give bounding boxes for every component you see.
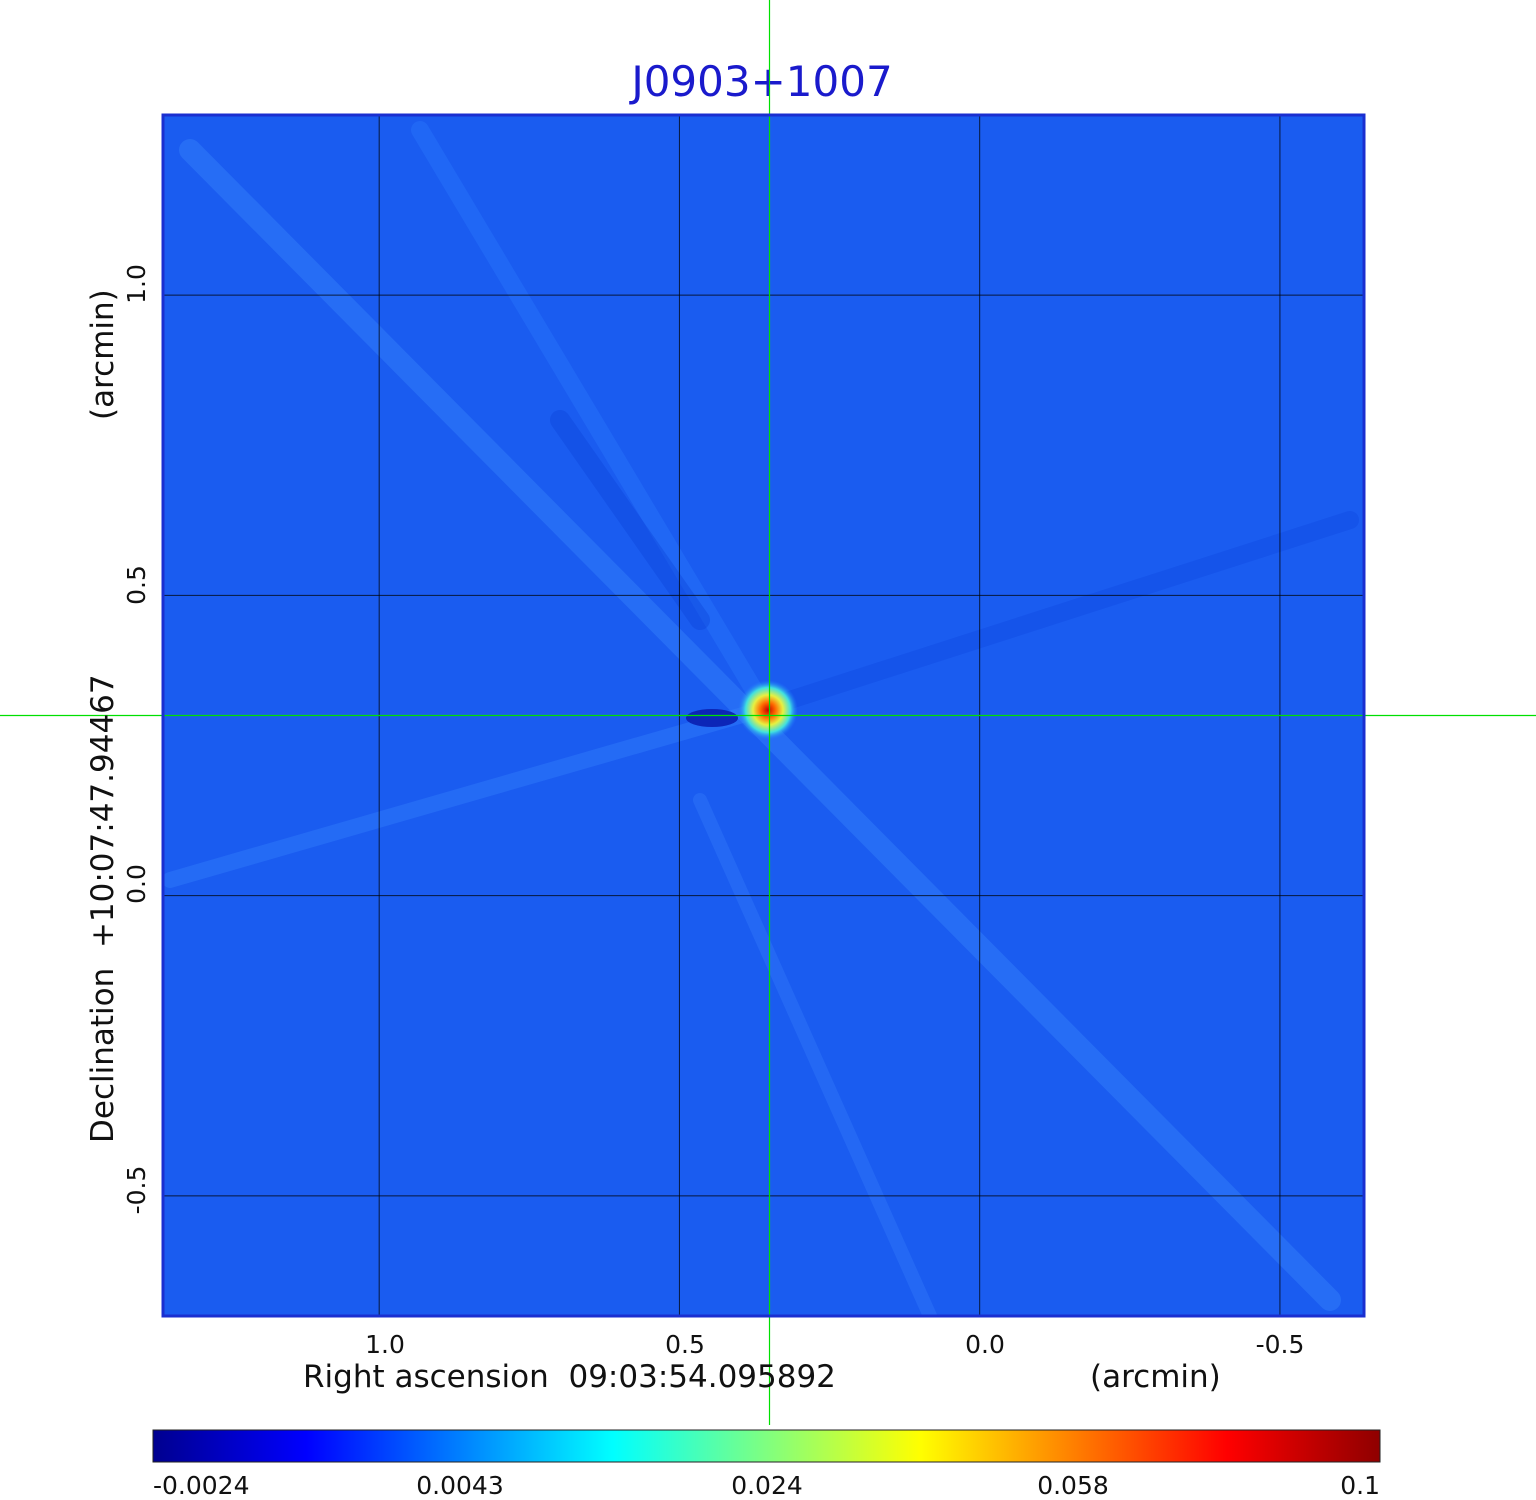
y-tick-label: 1.0	[122, 264, 151, 304]
y-tick-label: 0.5	[122, 565, 151, 605]
bright-source	[738, 680, 798, 740]
x-tick-label: -0.5	[1256, 1330, 1305, 1359]
y-tick-labels: 1.0 0.5 0.0 -0.5	[122, 264, 151, 1214]
colorbar-tick-label: -0.0024	[153, 1471, 250, 1500]
x-tick-label: 0.0	[965, 1330, 1005, 1359]
colorbar-tick-label: 0.024	[731, 1471, 803, 1500]
chart-title: J0903+1007	[628, 57, 892, 106]
y-axis-label: Declination +10:07:47.94467	[85, 674, 121, 1143]
x-tick-labels: 1.0 0.5 0.0 -0.5	[365, 1330, 1304, 1359]
colorbar-tick-label: 0.1	[1340, 1471, 1380, 1500]
y-axis-unit: (arcmin)	[85, 289, 121, 420]
streak	[781, 511, 1359, 709]
colorbar	[152, 1429, 1381, 1463]
x-tick-label: 0.5	[665, 1330, 705, 1359]
x-tick-label: 1.0	[365, 1330, 405, 1359]
streak	[693, 793, 937, 1316]
streak	[411, 121, 769, 709]
streak	[550, 410, 710, 630]
y-tick-label: 0.0	[122, 864, 151, 904]
negative-dip	[686, 709, 738, 727]
crosshair	[0, 0, 1536, 1425]
colorbar-tick-label: 0.058	[1037, 1471, 1109, 1500]
y-tick-label: -0.5	[122, 1166, 151, 1215]
plot-frame	[161, 113, 1366, 1318]
x-axis-label: Right ascension 09:03:54.095892	[303, 1359, 836, 1395]
streak	[163, 702, 768, 888]
x-axis-unit: (arcmin)	[1090, 1359, 1221, 1395]
colorbar-tick-labels: -0.0024 0.0043 0.024 0.058 0.1	[153, 1471, 1380, 1500]
colorbar-tick-label: 0.0043	[416, 1471, 503, 1500]
